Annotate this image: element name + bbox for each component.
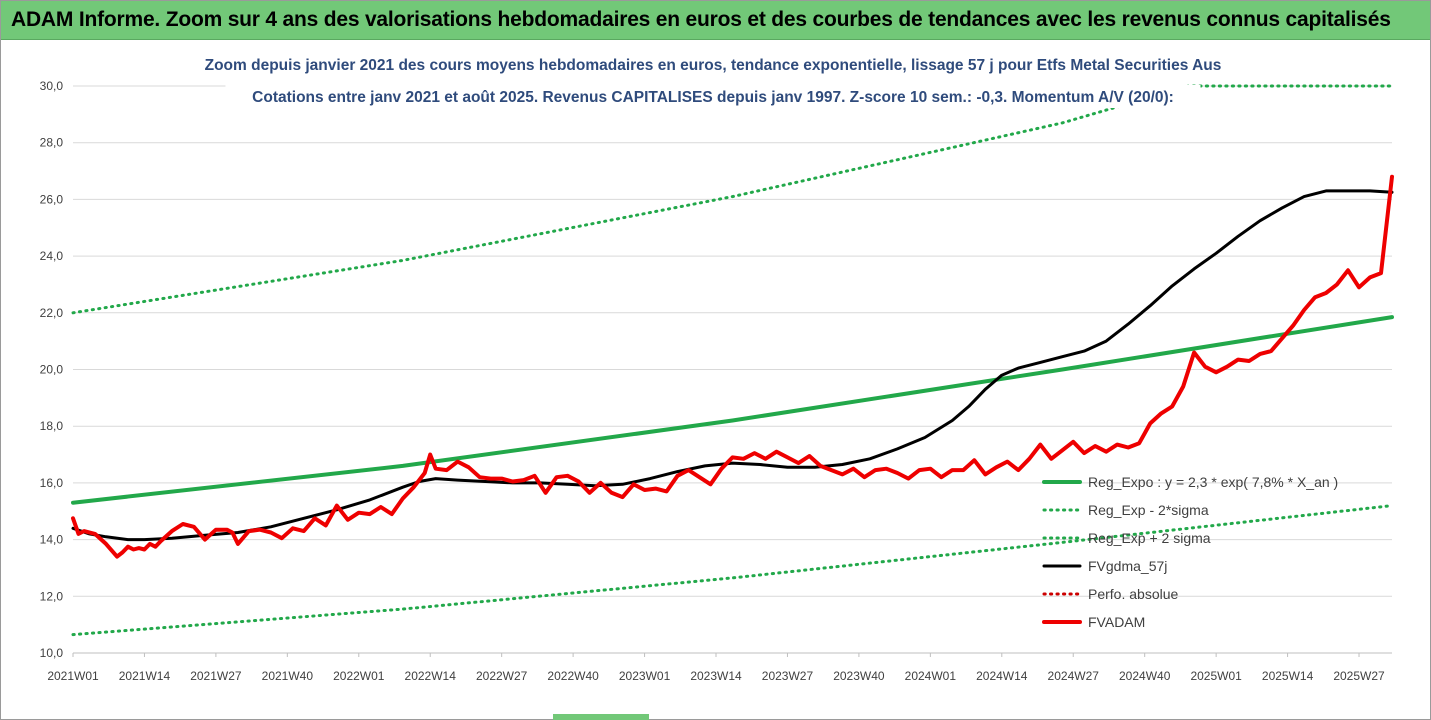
y-tick-label: 10,0 [40, 646, 64, 660]
x-tick-label: 2022W01 [333, 669, 385, 683]
bottom-color-strip [553, 714, 649, 720]
series-line-3 [71, 189, 1394, 542]
chart-title-bg [188, 53, 1238, 76]
x-tick-label: 2022W14 [405, 669, 457, 683]
x-tick-label: 2025W01 [1190, 669, 1242, 683]
series-line-1 [71, 504, 1394, 637]
legend-label: Reg_Expo : y = 2,3 * exp( 7,8% * X_an ) [1088, 474, 1338, 490]
series-line-2 [71, 84, 1394, 315]
x-tick-label: 2021W27 [190, 669, 242, 683]
legend-label: Reg_Exp + 2 sigma [1088, 530, 1211, 546]
legend-label: FVADAM [1088, 614, 1145, 630]
y-tick-label: 14,0 [40, 533, 64, 547]
y-tick-label: 20,0 [40, 363, 64, 377]
chart-title-text: Cotations entre janv 2021 et août 2025. … [252, 89, 1174, 106]
legend-label: Reg_Exp - 2*sigma [1088, 502, 1209, 518]
x-tick-label: 2021W40 [262, 669, 314, 683]
y-tick-label: 28,0 [40, 136, 64, 150]
chart-title: Zoom depuis janvier 2021 des cours moyen… [188, 53, 1238, 108]
legend-label: Perfo. absolue [1088, 586, 1178, 602]
chart-title-text: Zoom depuis janvier 2021 des cours moyen… [205, 57, 1222, 74]
x-tick-label: 2023W40 [833, 669, 885, 683]
report-banner: ADAM Informe. Zoom sur 4 ans des valoris… [1, 1, 1430, 40]
x-tick-label: 2021W14 [119, 669, 171, 683]
legend-label: FVgdma_57j [1088, 558, 1167, 574]
y-tick-label: 18,0 [40, 419, 64, 433]
x-tick-label: 2023W01 [619, 669, 671, 683]
y-tick-label: 22,0 [40, 306, 64, 320]
chart-title-bg [225, 85, 1201, 108]
x-tick-label: 2023W14 [690, 669, 742, 683]
series-line-0 [71, 315, 1394, 505]
x-tick-label: 2024W40 [1119, 669, 1171, 683]
y-tick-label: 16,0 [40, 476, 64, 490]
report-banner-title: ADAM Informe. Zoom sur 4 ans des valoris… [11, 8, 1391, 31]
x-tick-label: 2025W27 [1333, 669, 1385, 683]
y-tick-label: 24,0 [40, 249, 64, 263]
x-tick-label: 2023W27 [762, 669, 814, 683]
y-tick-label: 26,0 [40, 192, 64, 206]
x-tick-label: 2024W14 [976, 669, 1028, 683]
series-line-5 [71, 174, 1394, 559]
x-tick-label: 2024W01 [905, 669, 957, 683]
y-tick-label: 30,0 [40, 79, 64, 93]
y-tick-label: 12,0 [40, 589, 64, 603]
x-tick-label: 2024W27 [1048, 669, 1100, 683]
x-tick-label: 2021W01 [47, 669, 99, 683]
chart-legend: Reg_Expo : y = 2,3 * exp( 7,8% * X_an ) R… [1042, 474, 1338, 630]
x-tick-label: 2025W14 [1262, 669, 1314, 683]
x-tick-label: 2022W27 [476, 669, 528, 683]
x-tick-label: 2022W40 [547, 669, 599, 683]
